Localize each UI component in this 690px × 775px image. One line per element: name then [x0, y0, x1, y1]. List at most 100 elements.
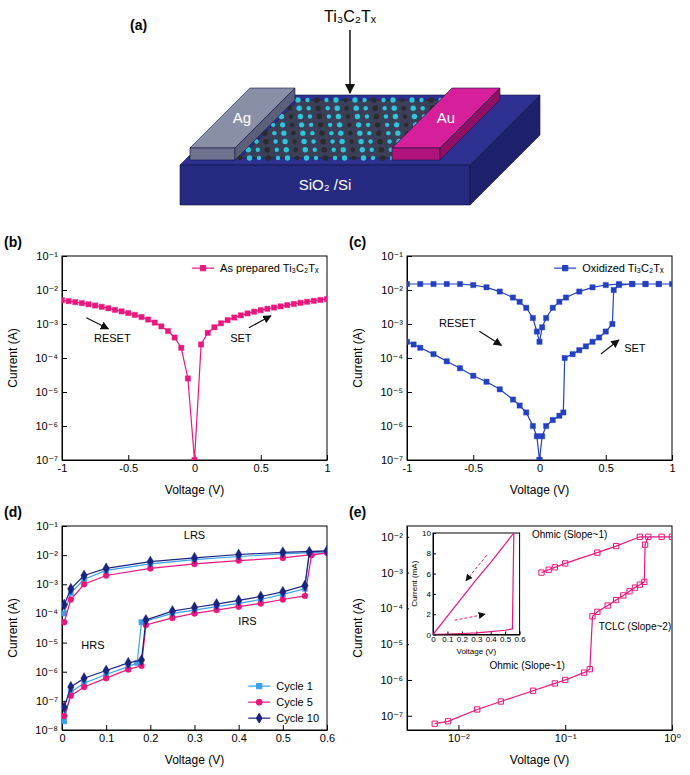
legend-entry: Cycle 5 — [248, 696, 313, 708]
data-point — [561, 410, 566, 415]
atom — [355, 114, 360, 119]
atom — [356, 122, 361, 127]
data-point — [132, 312, 137, 317]
y-axis-tick-label: 10⁻⁴ — [35, 607, 58, 619]
data-point — [198, 342, 203, 347]
x-axis: 10⁻²10⁻¹10⁰ — [408, 725, 682, 744]
data-point — [125, 657, 131, 668]
atom — [381, 98, 385, 102]
y-axis-tick: 8 — [427, 549, 436, 558]
atom — [383, 106, 387, 110]
data-point — [550, 417, 555, 422]
x-axis-tick: 0.4 — [232, 725, 247, 744]
data-point — [590, 285, 595, 290]
data-point — [537, 457, 542, 460]
root: AgAuSiO₂ /SiTi₃C₂Tₓ(a)-1-0.500.5110⁻⁷10⁻… — [0, 0, 690, 775]
atom — [386, 131, 390, 135]
y-axis-tick-label: 6 — [427, 570, 432, 579]
data-point — [235, 595, 241, 606]
atom — [402, 106, 406, 110]
plot-frame — [407, 526, 672, 730]
data-point — [537, 457, 542, 460]
x-axis-tick-label: 0.3 — [471, 635, 483, 644]
substrate-front — [180, 165, 470, 205]
panel-label: (d) — [4, 504, 22, 520]
x-axis-tick-label: 0.5 — [599, 462, 614, 474]
data-point — [418, 281, 423, 286]
x-axis-tick-label: -0.5 — [119, 462, 138, 474]
y-axis-tick-label: 10⁻⁴ — [35, 352, 58, 364]
data-point — [62, 599, 67, 610]
atom — [349, 139, 353, 143]
atom — [343, 98, 347, 102]
data-point — [106, 306, 111, 311]
atom — [295, 156, 299, 160]
atom — [361, 155, 366, 160]
data-point — [298, 300, 303, 305]
atom — [257, 156, 261, 160]
atom — [367, 131, 371, 135]
data-point — [81, 570, 87, 581]
atom — [379, 147, 384, 152]
series-line — [407, 284, 672, 460]
data-point — [534, 329, 539, 334]
atom — [341, 147, 346, 152]
data-point — [152, 320, 157, 325]
data-point — [73, 299, 78, 304]
annotation: Ohmic (Slope~1) — [532, 529, 607, 540]
data-point — [103, 665, 109, 676]
x-axis-tick-label: 0.2 — [143, 732, 158, 744]
legend: Oxidized Ti₃C₂Tₓ — [554, 262, 664, 274]
x-axis-tick-label: 0.4 — [232, 732, 247, 744]
atom — [352, 156, 356, 160]
data-point — [621, 593, 626, 598]
atom — [300, 130, 305, 135]
atom — [370, 148, 374, 152]
legend-swatch-marker — [256, 713, 262, 723]
legend: Cycle 1Cycle 5Cycle 10 — [248, 680, 319, 724]
atom — [272, 131, 276, 135]
x-axis-tick-label: 0 — [59, 732, 65, 744]
atom — [362, 98, 366, 102]
x-axis-tick-label: 10⁻² — [448, 732, 470, 744]
annotation: IRS — [238, 615, 256, 627]
atom — [354, 106, 359, 111]
x-axis-title: Voltage (V) — [165, 753, 224, 767]
atom — [384, 114, 388, 118]
data-point — [212, 325, 217, 330]
atom — [313, 148, 317, 152]
atom — [371, 97, 376, 102]
x-axis-tick-label: 0.2 — [457, 635, 469, 644]
data-point — [205, 330, 210, 335]
x-axis-tick-label: -1 — [58, 462, 68, 474]
atom — [375, 122, 380, 127]
data-point — [324, 545, 327, 556]
x-axis-tick-mark — [106, 725, 107, 730]
x-axis-tick-mark — [473, 455, 474, 460]
x-axis-title: Voltage (V) — [165, 483, 224, 497]
legend-swatch-marker — [563, 266, 568, 271]
data-point — [581, 670, 586, 675]
x-axis-tick: 0.1 — [99, 725, 114, 744]
data-point — [540, 325, 545, 330]
data-point — [191, 602, 197, 613]
data-point — [225, 317, 230, 322]
annotation: SET — [624, 342, 646, 354]
data-point — [498, 699, 503, 704]
data-point — [280, 547, 286, 558]
y-axis-tick-mark — [407, 324, 412, 325]
x-axis-tick-label: 1 — [669, 462, 675, 474]
x-axis: 00.10.20.30.40.50.6 — [431, 632, 526, 645]
data-point — [79, 301, 84, 306]
electrode-label: Ag — [233, 109, 251, 126]
data-point — [563, 677, 568, 682]
y-axis-tick-mark — [62, 555, 67, 556]
y-axis-tick-mark — [407, 358, 412, 359]
data-point — [616, 281, 621, 286]
atom — [380, 155, 385, 160]
data-point — [103, 563, 109, 574]
atom — [297, 106, 302, 111]
data-point — [530, 423, 535, 428]
data-point — [265, 306, 270, 311]
legend-label: Cycle 1 — [276, 680, 313, 692]
